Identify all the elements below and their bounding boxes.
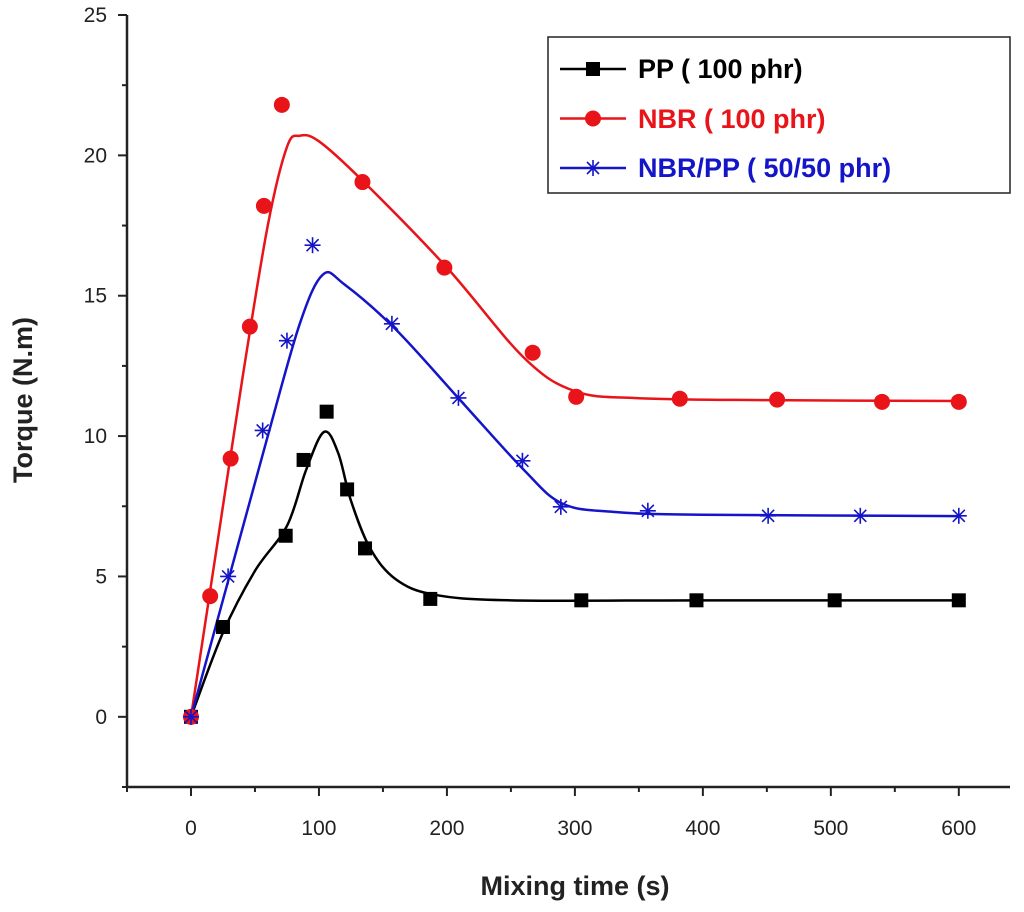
asterisk-stroke bbox=[641, 504, 655, 518]
data-point-pp bbox=[358, 541, 373, 556]
y-tick-label: 5 bbox=[95, 565, 107, 588]
data-point-nbr-pp bbox=[552, 498, 569, 515]
data-point-nbr bbox=[241, 318, 258, 335]
data-point-nbr-pp bbox=[182, 708, 199, 725]
y-tick-label: 20 bbox=[84, 144, 107, 167]
data-point-nbr-pp bbox=[383, 315, 400, 332]
data-point-pp bbox=[319, 404, 334, 419]
asterisk-stroke bbox=[586, 161, 600, 175]
x-tick-label: 300 bbox=[557, 817, 592, 840]
asterisk-stroke bbox=[853, 509, 867, 523]
y-tick-label: 15 bbox=[84, 285, 107, 308]
data-point-nbr bbox=[354, 174, 371, 191]
legend-label-nbr: NBR ( 100 phr) bbox=[638, 104, 826, 134]
x-tick-label: 100 bbox=[301, 817, 336, 840]
x-axis-label: Mixing time (s) bbox=[480, 871, 669, 901]
data-point-pp bbox=[689, 593, 704, 608]
data-point-nbr bbox=[950, 393, 967, 410]
data-point-nbr bbox=[202, 588, 219, 605]
data-point-nbr bbox=[874, 393, 891, 410]
data-point-pp bbox=[827, 593, 842, 608]
asterisk-stroke bbox=[761, 509, 775, 523]
asterisk-stroke bbox=[385, 317, 399, 331]
data-point-nbr bbox=[222, 450, 239, 467]
data-point-nbr-pp bbox=[254, 422, 271, 439]
fit-curve-nbr-pp bbox=[189, 270, 959, 718]
fit-curve-nbr bbox=[189, 133, 959, 718]
data-point-nbr-pp bbox=[639, 502, 656, 519]
y-tick-label: 25 bbox=[84, 4, 107, 27]
x-tick-label: 400 bbox=[685, 817, 720, 840]
asterisk-stroke bbox=[280, 334, 294, 348]
data-point-pp bbox=[951, 593, 966, 608]
data-point-pp bbox=[278, 528, 293, 543]
asterisk-stroke bbox=[221, 569, 235, 584]
data-point-pp bbox=[340, 482, 355, 497]
x-tick-label: 0 bbox=[185, 817, 197, 840]
y-axis-label: Torque (N.m) bbox=[8, 317, 38, 483]
x-tick-label: 600 bbox=[941, 817, 976, 840]
data-point-pp bbox=[574, 593, 589, 608]
y-tick-label: 10 bbox=[84, 425, 107, 448]
fit-curve-pp bbox=[189, 430, 959, 718]
legend-label-pp: PP ( 100 phr) bbox=[638, 54, 803, 84]
legend-marker-nbr-pp bbox=[585, 160, 601, 176]
data-point-pp bbox=[215, 619, 230, 634]
asterisk-stroke bbox=[256, 423, 270, 438]
data-point-nbr-pp bbox=[450, 389, 467, 406]
data-point-pp bbox=[423, 591, 438, 606]
data-point-nbr-pp bbox=[220, 568, 237, 585]
data-point-nbr-pp bbox=[852, 507, 869, 524]
fit-curves bbox=[189, 133, 959, 718]
data-point-nbr bbox=[524, 344, 541, 361]
data-point-nbr-pp bbox=[514, 452, 531, 469]
data-point-pp bbox=[296, 452, 311, 467]
asterisk-stroke bbox=[554, 500, 568, 514]
x-tick-label: 200 bbox=[429, 817, 464, 840]
data-markers bbox=[182, 96, 967, 725]
data-point-nbr bbox=[769, 391, 786, 408]
data-point-nbr bbox=[273, 96, 290, 113]
data-point-nbr-pp bbox=[304, 237, 321, 254]
data-point-nbr bbox=[671, 390, 688, 407]
legend-label-nbr-pp: NBR/PP ( 50/50 phr) bbox=[638, 153, 891, 183]
axes: 0 100 200 300 400 500 600 0 5 10 15 20 25 bbox=[84, 4, 1010, 840]
legend: PP ( 100 phr) NBR ( 100 phr) NBR/PP ( 50… bbox=[547, 36, 1011, 194]
asterisk-stroke bbox=[184, 710, 198, 724]
legend-marker-pp bbox=[586, 62, 600, 76]
data-point-nbr bbox=[568, 388, 585, 405]
y-tick-label: 0 bbox=[95, 706, 107, 729]
asterisk-stroke bbox=[451, 391, 466, 405]
legend-marker-nbr bbox=[585, 110, 601, 127]
data-point-nbr-pp bbox=[760, 507, 777, 524]
data-point-nbr-pp bbox=[950, 507, 967, 524]
asterisk-stroke bbox=[305, 238, 320, 252]
asterisk-stroke bbox=[515, 454, 529, 468]
x-tick-label: 500 bbox=[813, 817, 848, 840]
data-point-nbr-pp bbox=[278, 332, 295, 349]
asterisk-stroke bbox=[952, 509, 966, 523]
data-point-nbr bbox=[436, 259, 453, 276]
data-point-nbr bbox=[255, 197, 272, 214]
